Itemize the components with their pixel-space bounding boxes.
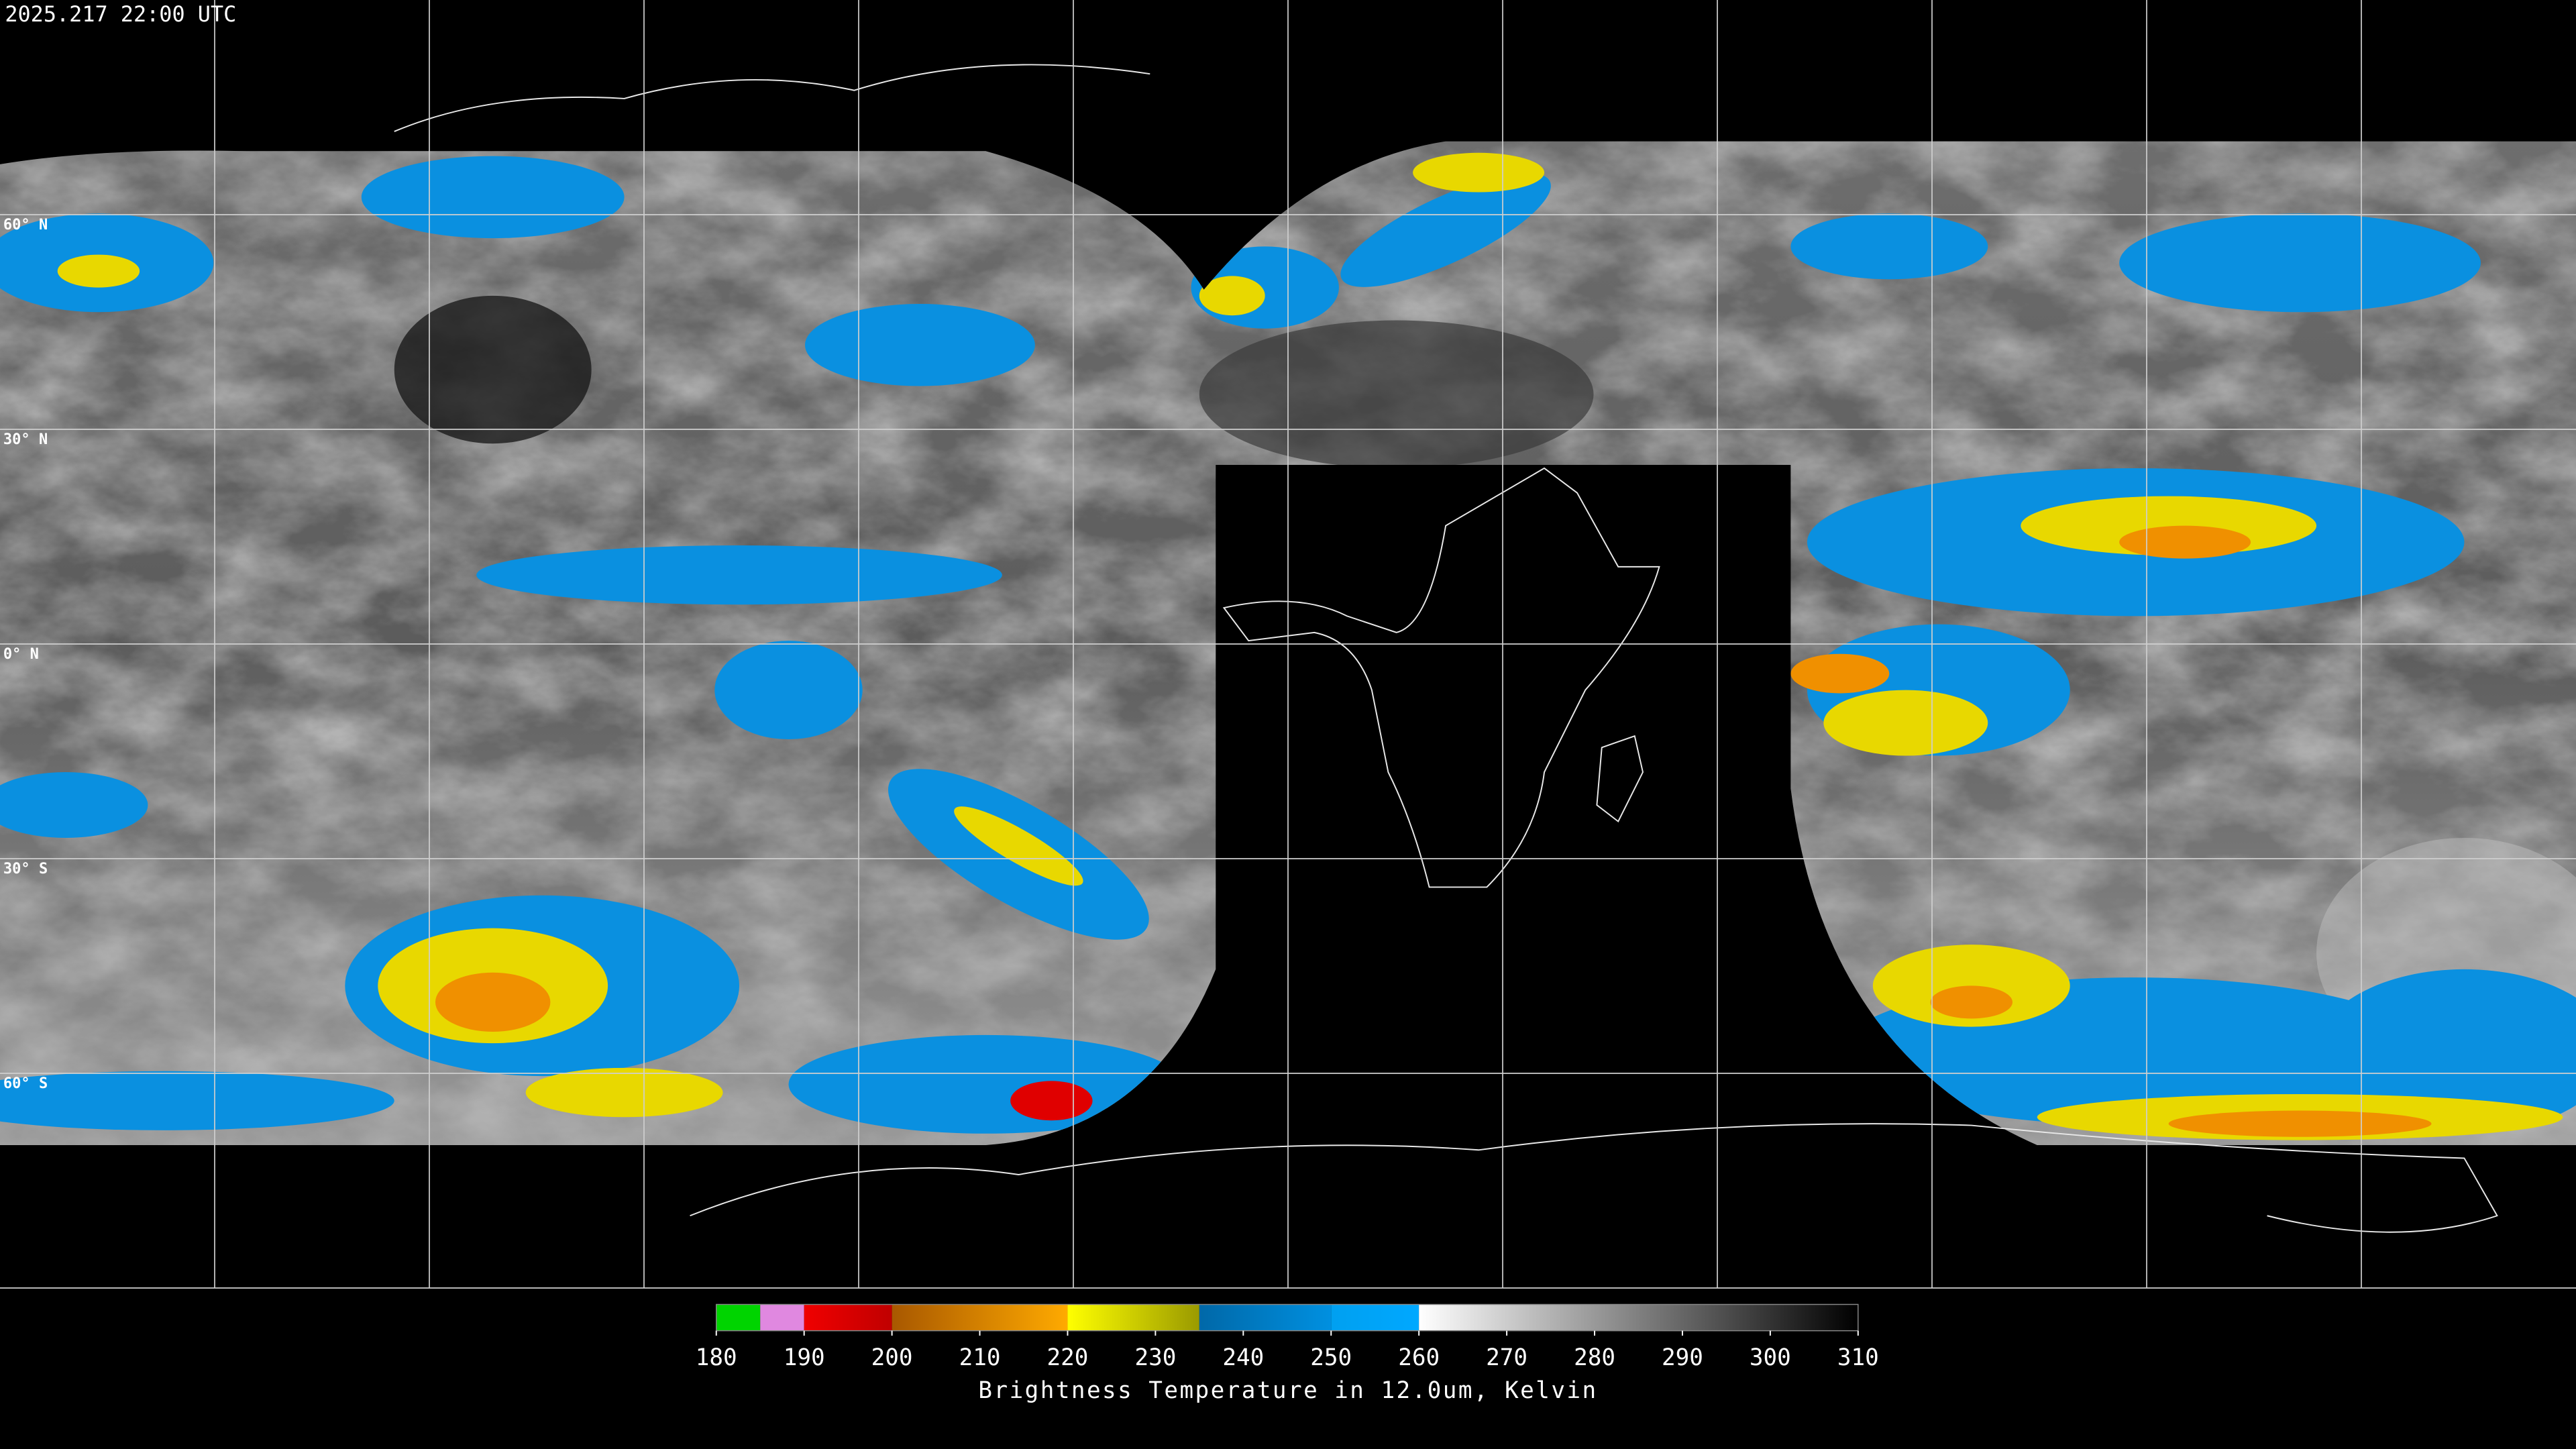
lat-label: 0° N xyxy=(3,646,39,663)
timestamp: 2025.217 22:00 UTC xyxy=(5,1,236,27)
colorbar-tick-label: 290 xyxy=(1662,1344,1703,1371)
lat-label: 30° S xyxy=(3,861,48,877)
colorbar-segment xyxy=(716,1304,761,1331)
colorbar-tick-label: 300 xyxy=(1750,1344,1791,1371)
colorbar-segment xyxy=(760,1304,804,1331)
colorbar-label: Brightness Temperature in 12.0um, Kelvin xyxy=(978,1377,1597,1404)
colorbar: 180 190 200 210 220 230 240 250 260 270 280 290 300 3… xyxy=(696,1303,1879,1371)
lat-label: 60° S xyxy=(3,1075,48,1092)
colorbar-segment xyxy=(1067,1304,1199,1331)
colorbar-segment xyxy=(1199,1304,1332,1331)
colorbar-segment xyxy=(1331,1304,1419,1331)
lat-label: 30° N xyxy=(3,431,48,448)
colorbar-tick-label: 180 xyxy=(696,1344,737,1371)
colorbar-tick-label: 280 xyxy=(1574,1344,1615,1371)
colorbar-tick-label: 210 xyxy=(959,1344,1001,1371)
latitude-labels: 60° N 30° N 0° N 30° S 60° S xyxy=(3,217,48,1092)
colorbar-segment xyxy=(892,1304,1068,1331)
colorbar-tick-label: 200 xyxy=(871,1344,913,1371)
colorbar-tick-label: 220 xyxy=(1047,1344,1089,1371)
colorbar-frame xyxy=(716,1303,1859,1332)
lat-label: 60° N xyxy=(3,217,48,233)
coastlines xyxy=(394,64,2498,1233)
colorbar-tick-label: 250 xyxy=(1310,1344,1352,1371)
colorbar-tick-label: 260 xyxy=(1398,1344,1440,1371)
colorbar-segment xyxy=(804,1304,892,1331)
colorbar-segment xyxy=(1419,1304,1858,1331)
colorbar-tick-label: 270 xyxy=(1486,1344,1527,1371)
colorbar-tick-label: 310 xyxy=(1837,1344,1879,1371)
graticule xyxy=(0,0,2576,1289)
colorbar-tick-label: 230 xyxy=(1134,1344,1176,1371)
colorbar-tick-label: 190 xyxy=(784,1344,825,1371)
colorbar-tick-label: 240 xyxy=(1222,1344,1264,1371)
